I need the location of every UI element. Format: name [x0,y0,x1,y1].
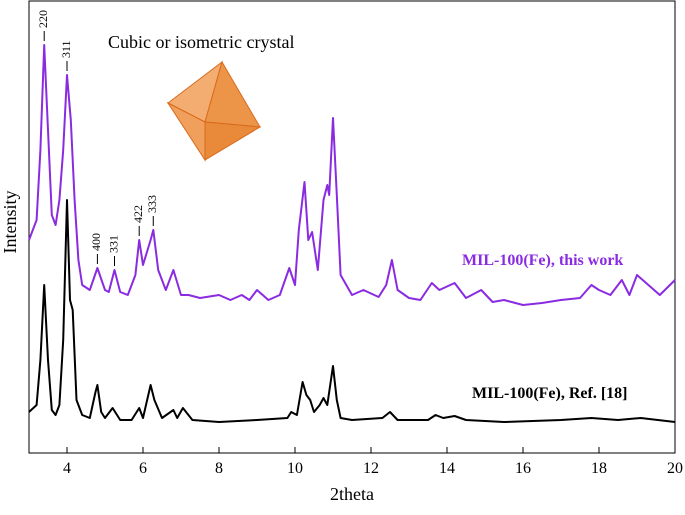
peak-label: 400 [89,233,103,251]
x-tick-label: 16 [515,460,531,477]
peak-label: 331 [106,235,120,253]
peak-label: 422 [131,205,145,223]
octahedron [166,60,262,162]
x-tick-label: 4 [63,460,71,477]
peak-label: 220 [36,10,50,28]
peak-label: 311 [59,40,73,58]
peak-label: 333 [145,195,159,213]
plot-frame [28,0,676,454]
series-label: MIL-100(Fe), this work [462,252,623,269]
series-line [28,44,676,306]
x-tick-label: 10 [287,460,303,477]
y-axis-label: Intensity [0,191,20,254]
x-tick-label: 18 [591,460,607,477]
x-tick-label: 8 [215,460,223,477]
annotation: Cubic or isometric crystal [108,32,294,52]
series-label: MIL-100(Fe), Ref. [18] [472,385,628,402]
x-tick-label: 6 [139,460,147,477]
x-tick-label: 20 [667,460,683,477]
x-axis-label: 2theta [330,484,374,504]
x-tick-label: 14 [439,460,455,477]
series-line [28,199,676,423]
x-tick-label: 12 [363,460,379,477]
